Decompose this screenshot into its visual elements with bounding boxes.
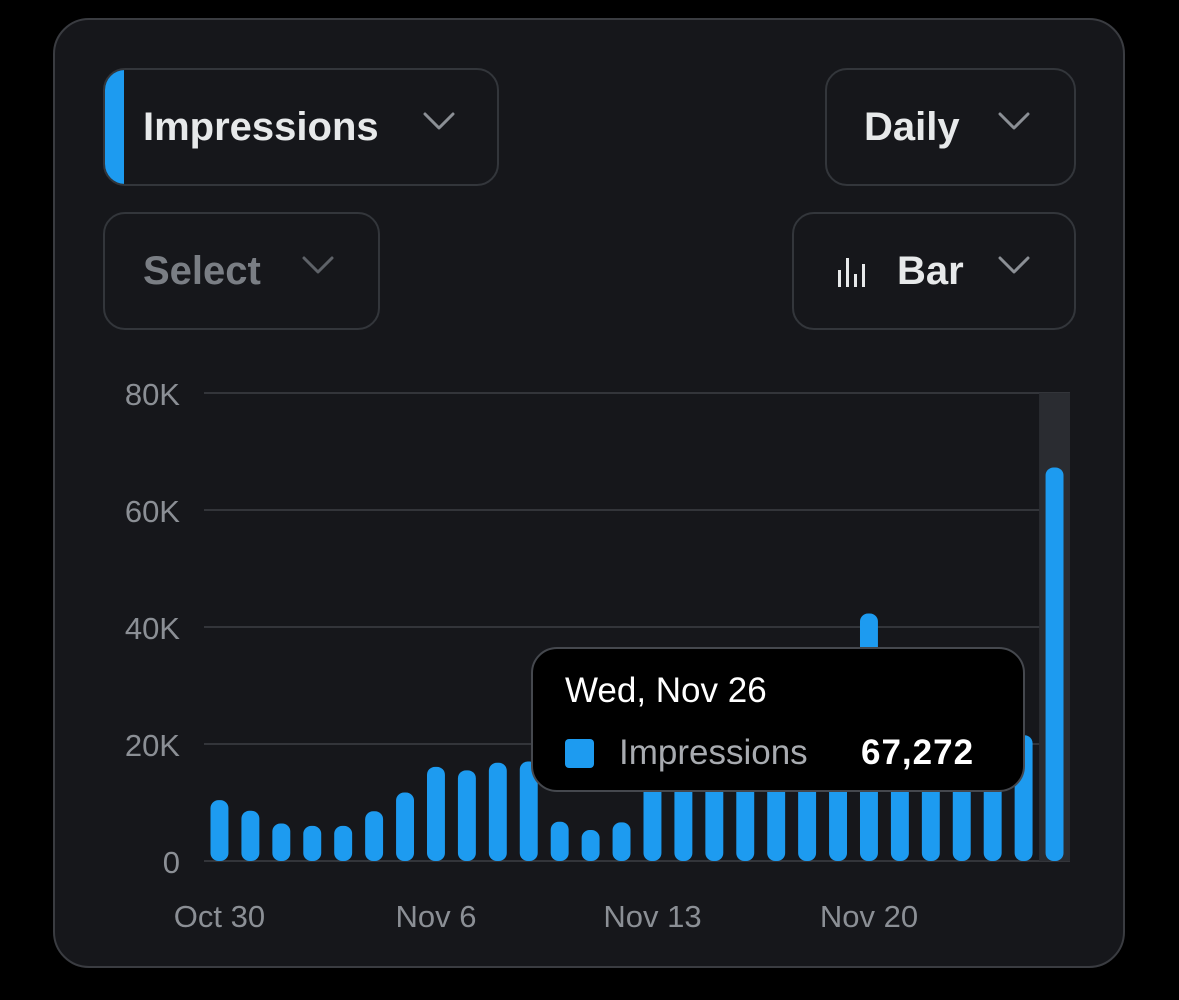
- chevron-down-icon: [998, 256, 1030, 274]
- tooltip-series-name: Impressions: [619, 733, 808, 772]
- y-axis-labels: 0 20K 40K 60K 80K: [125, 377, 180, 880]
- metric-color-indicator: [105, 70, 124, 184]
- chevron-down-icon: [423, 112, 455, 130]
- tooltip-series-value: 67,272: [861, 733, 975, 772]
- bar[interactable]: [426, 766, 445, 861]
- period-dropdown[interactable]: Daily: [825, 68, 1076, 186]
- bar[interactable]: [550, 821, 569, 861]
- bar[interactable]: [612, 822, 631, 861]
- bar[interactable]: [365, 811, 384, 861]
- bar[interactable]: [303, 825, 322, 861]
- y-tick-label: 0: [163, 845, 180, 880]
- y-tick-label: 40K: [125, 611, 180, 646]
- tooltip-series-swatch: [565, 739, 594, 768]
- x-tick-label: Nov 20: [820, 899, 918, 934]
- chevron-down-icon: [302, 256, 334, 274]
- chart-type-dropdown-label: Bar: [897, 248, 964, 293]
- x-tick-label: Nov 6: [395, 899, 476, 934]
- y-tick-label: 20K: [125, 728, 180, 763]
- bar[interactable]: [457, 770, 476, 861]
- bar[interactable]: [334, 825, 353, 861]
- compare-dropdown-label: Select: [143, 248, 261, 293]
- y-tick-label: 80K: [125, 377, 180, 412]
- chevron-down-icon: [998, 112, 1030, 130]
- bar-chart-icon: [838, 258, 865, 287]
- x-axis-labels: Oct 30 Nov 6 Nov 13 Nov 20: [174, 899, 918, 934]
- bar[interactable]: [272, 823, 291, 861]
- chart-tooltip: Wed, Nov 26 Impressions 67,272: [531, 647, 1025, 792]
- tooltip-date: Wed, Nov 26: [565, 671, 767, 710]
- x-tick-label: Nov 13: [603, 899, 701, 934]
- bar[interactable]: [241, 810, 260, 861]
- y-tick-label: 60K: [125, 494, 180, 529]
- bar[interactable]: [581, 829, 600, 861]
- chart-type-dropdown[interactable]: Bar: [792, 212, 1076, 330]
- metric-dropdown-label: Impressions: [143, 104, 379, 149]
- bar[interactable]: [396, 792, 415, 861]
- period-dropdown-label: Daily: [864, 104, 960, 149]
- bar[interactable]: [210, 800, 229, 861]
- bar[interactable]: [488, 762, 507, 861]
- bar[interactable]: [1045, 467, 1064, 861]
- metric-dropdown[interactable]: Impressions: [103, 68, 499, 186]
- bar[interactable]: [519, 761, 538, 861]
- compare-dropdown[interactable]: Select: [103, 212, 380, 330]
- analytics-card: [53, 18, 1125, 968]
- x-tick-label: Oct 30: [174, 899, 265, 934]
